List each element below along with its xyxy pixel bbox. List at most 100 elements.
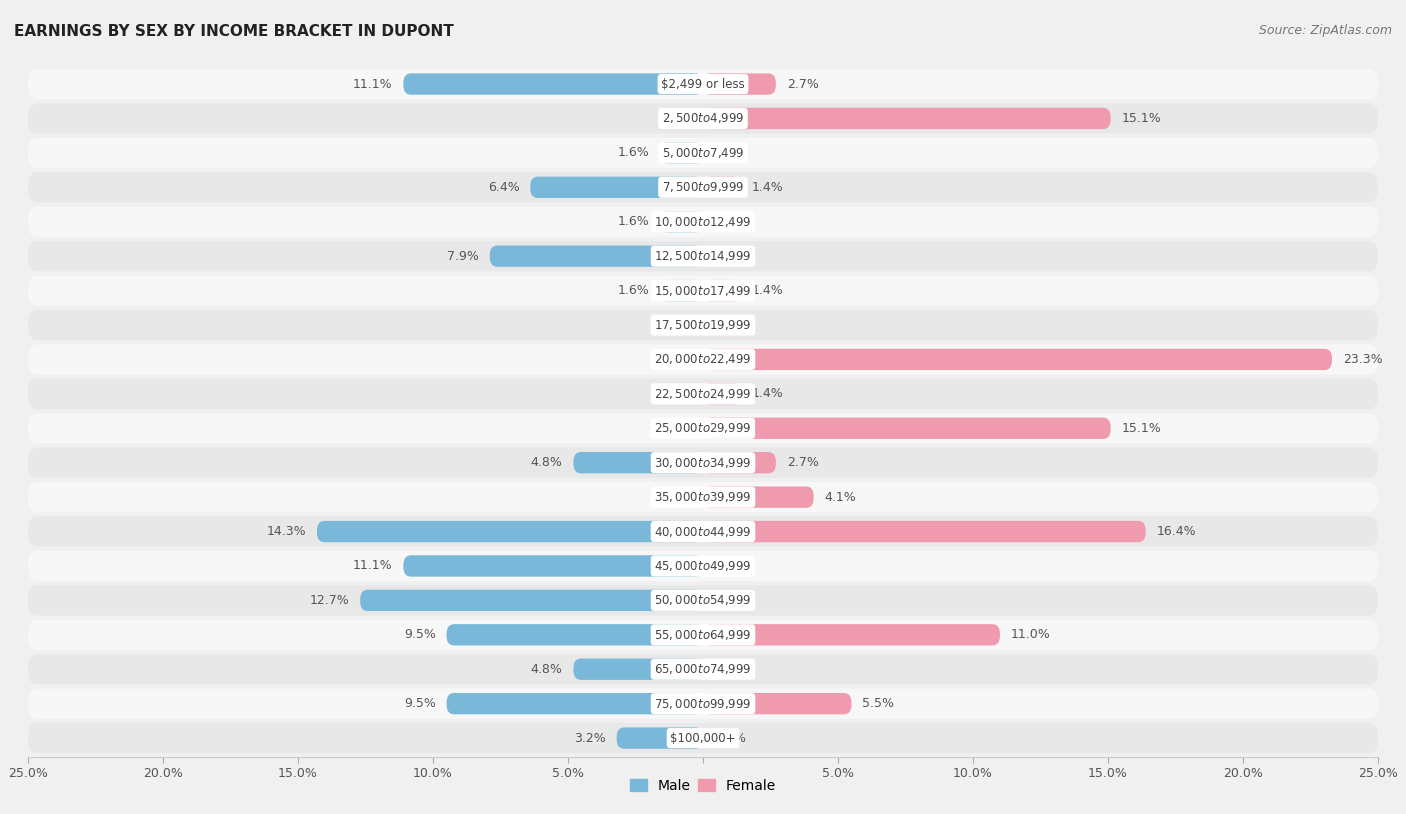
FancyBboxPatch shape bbox=[28, 585, 1378, 615]
FancyBboxPatch shape bbox=[360, 589, 703, 611]
Text: 11.1%: 11.1% bbox=[353, 77, 392, 90]
Text: 1.4%: 1.4% bbox=[752, 387, 783, 400]
Text: 0.0%: 0.0% bbox=[714, 250, 745, 263]
Text: $12,500 to $14,999: $12,500 to $14,999 bbox=[654, 249, 752, 263]
Text: $65,000 to $74,999: $65,000 to $74,999 bbox=[654, 663, 752, 676]
Text: $40,000 to $44,999: $40,000 to $44,999 bbox=[654, 524, 752, 539]
FancyBboxPatch shape bbox=[316, 521, 703, 542]
FancyBboxPatch shape bbox=[574, 452, 703, 474]
Text: $50,000 to $54,999: $50,000 to $54,999 bbox=[654, 593, 752, 607]
Text: $7,500 to $9,999: $7,500 to $9,999 bbox=[662, 181, 744, 195]
FancyBboxPatch shape bbox=[28, 723, 1378, 753]
Text: 11.1%: 11.1% bbox=[353, 559, 392, 572]
Text: 0.0%: 0.0% bbox=[661, 387, 692, 400]
Text: $17,500 to $19,999: $17,500 to $19,999 bbox=[654, 318, 752, 332]
FancyBboxPatch shape bbox=[703, 280, 741, 301]
Text: 1.4%: 1.4% bbox=[752, 284, 783, 297]
Text: 0.0%: 0.0% bbox=[714, 147, 745, 160]
FancyBboxPatch shape bbox=[703, 418, 1111, 439]
FancyBboxPatch shape bbox=[28, 173, 1378, 203]
FancyBboxPatch shape bbox=[28, 619, 1378, 650]
Text: 16.4%: 16.4% bbox=[1157, 525, 1197, 538]
Text: $35,000 to $39,999: $35,000 to $39,999 bbox=[654, 490, 752, 504]
Text: 5.5%: 5.5% bbox=[862, 697, 894, 710]
Text: 23.3%: 23.3% bbox=[1343, 353, 1382, 366]
FancyBboxPatch shape bbox=[703, 107, 1111, 129]
Text: $10,000 to $12,499: $10,000 to $12,499 bbox=[654, 215, 752, 229]
FancyBboxPatch shape bbox=[28, 551, 1378, 581]
Text: $22,500 to $24,999: $22,500 to $24,999 bbox=[654, 387, 752, 400]
FancyBboxPatch shape bbox=[574, 659, 703, 680]
Text: 11.0%: 11.0% bbox=[1011, 628, 1050, 641]
Text: 0.0%: 0.0% bbox=[714, 318, 745, 331]
FancyBboxPatch shape bbox=[28, 516, 1378, 547]
Text: $100,000+: $100,000+ bbox=[671, 732, 735, 745]
Text: 1.4%: 1.4% bbox=[752, 181, 783, 194]
Text: 1.6%: 1.6% bbox=[617, 147, 650, 160]
Text: 0.0%: 0.0% bbox=[714, 559, 745, 572]
FancyBboxPatch shape bbox=[703, 383, 741, 405]
Text: $55,000 to $64,999: $55,000 to $64,999 bbox=[654, 628, 752, 641]
FancyBboxPatch shape bbox=[659, 280, 703, 301]
Text: 0.0%: 0.0% bbox=[661, 318, 692, 331]
FancyBboxPatch shape bbox=[703, 487, 814, 508]
FancyBboxPatch shape bbox=[28, 103, 1378, 133]
Text: EARNINGS BY SEX BY INCOME BRACKET IN DUPONT: EARNINGS BY SEX BY INCOME BRACKET IN DUP… bbox=[14, 24, 454, 39]
FancyBboxPatch shape bbox=[404, 555, 703, 576]
Legend: Male, Female: Male, Female bbox=[624, 773, 782, 799]
Text: 9.5%: 9.5% bbox=[404, 697, 436, 710]
Text: 4.1%: 4.1% bbox=[824, 491, 856, 504]
FancyBboxPatch shape bbox=[659, 142, 703, 164]
FancyBboxPatch shape bbox=[28, 448, 1378, 478]
Text: 1.6%: 1.6% bbox=[617, 215, 650, 228]
FancyBboxPatch shape bbox=[28, 275, 1378, 306]
FancyBboxPatch shape bbox=[447, 693, 703, 715]
FancyBboxPatch shape bbox=[703, 73, 776, 94]
FancyBboxPatch shape bbox=[28, 69, 1378, 99]
FancyBboxPatch shape bbox=[703, 624, 1000, 646]
Text: $2,499 or less: $2,499 or less bbox=[661, 77, 745, 90]
Text: $5,000 to $7,499: $5,000 to $7,499 bbox=[662, 146, 744, 160]
Text: $20,000 to $22,499: $20,000 to $22,499 bbox=[654, 352, 752, 366]
FancyBboxPatch shape bbox=[703, 177, 741, 198]
Text: 0.0%: 0.0% bbox=[661, 422, 692, 435]
Text: 9.5%: 9.5% bbox=[404, 628, 436, 641]
Text: 0.0%: 0.0% bbox=[661, 112, 692, 125]
FancyBboxPatch shape bbox=[617, 728, 703, 749]
Text: 0.0%: 0.0% bbox=[714, 215, 745, 228]
FancyBboxPatch shape bbox=[703, 348, 1331, 370]
FancyBboxPatch shape bbox=[703, 521, 1146, 542]
Text: $2,500 to $4,999: $2,500 to $4,999 bbox=[662, 112, 744, 125]
Text: $75,000 to $99,999: $75,000 to $99,999 bbox=[654, 697, 752, 711]
FancyBboxPatch shape bbox=[28, 207, 1378, 237]
FancyBboxPatch shape bbox=[28, 379, 1378, 409]
Text: $45,000 to $49,999: $45,000 to $49,999 bbox=[654, 559, 752, 573]
FancyBboxPatch shape bbox=[703, 693, 852, 715]
FancyBboxPatch shape bbox=[530, 177, 703, 198]
FancyBboxPatch shape bbox=[28, 241, 1378, 271]
Text: 0.0%: 0.0% bbox=[661, 491, 692, 504]
FancyBboxPatch shape bbox=[28, 310, 1378, 340]
Text: 4.8%: 4.8% bbox=[530, 456, 562, 469]
FancyBboxPatch shape bbox=[28, 482, 1378, 512]
FancyBboxPatch shape bbox=[489, 246, 703, 267]
FancyBboxPatch shape bbox=[28, 654, 1378, 685]
Text: 14.3%: 14.3% bbox=[267, 525, 307, 538]
Text: 7.9%: 7.9% bbox=[447, 250, 479, 263]
FancyBboxPatch shape bbox=[659, 211, 703, 233]
Text: 0.0%: 0.0% bbox=[714, 732, 745, 745]
Text: 2.7%: 2.7% bbox=[787, 456, 818, 469]
FancyBboxPatch shape bbox=[28, 344, 1378, 374]
Text: $15,000 to $17,499: $15,000 to $17,499 bbox=[654, 283, 752, 298]
Text: 0.0%: 0.0% bbox=[661, 353, 692, 366]
Text: Source: ZipAtlas.com: Source: ZipAtlas.com bbox=[1258, 24, 1392, 37]
FancyBboxPatch shape bbox=[28, 414, 1378, 444]
FancyBboxPatch shape bbox=[703, 452, 776, 474]
Text: $25,000 to $29,999: $25,000 to $29,999 bbox=[654, 422, 752, 435]
FancyBboxPatch shape bbox=[404, 73, 703, 94]
Text: 0.0%: 0.0% bbox=[714, 663, 745, 676]
Text: 3.2%: 3.2% bbox=[574, 732, 606, 745]
Text: 1.6%: 1.6% bbox=[617, 284, 650, 297]
FancyBboxPatch shape bbox=[28, 138, 1378, 168]
Text: 0.0%: 0.0% bbox=[714, 594, 745, 607]
